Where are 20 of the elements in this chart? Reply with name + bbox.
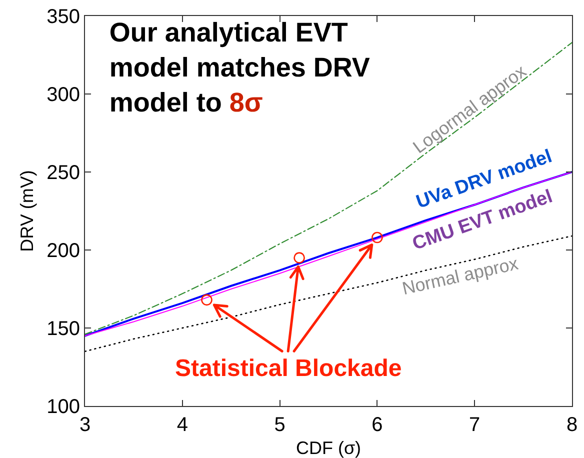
annotation: Statistical Blockade: [175, 355, 402, 382]
point: [372, 232, 383, 244]
x-tick-label: 6: [372, 414, 383, 436]
x-tick-label: 8: [566, 414, 578, 436]
x-tick-label: 5: [274, 414, 286, 436]
y-tick-label: 200: [46, 240, 80, 262]
point: [201, 294, 212, 306]
text: Normal approx: [400, 253, 520, 299]
y-tick-label: 350: [46, 6, 80, 28]
x-tick-label: 7: [469, 414, 480, 436]
x-axis-title: CDF (σ): [296, 438, 362, 458]
text: Our analytical EVT model matches DRV model to 8σ: [109, 17, 370, 118]
x-tick-label: 3: [79, 414, 91, 436]
point: [294, 252, 305, 264]
y-tick-label: 100: [46, 396, 80, 418]
y-axis-title: DRV (mV): [16, 170, 37, 252]
x-tick-label: 4: [176, 414, 188, 436]
y-tick-label: 250: [46, 162, 80, 184]
y-tick-label: 300: [46, 84, 80, 106]
y-tick-label: 150: [46, 318, 80, 340]
